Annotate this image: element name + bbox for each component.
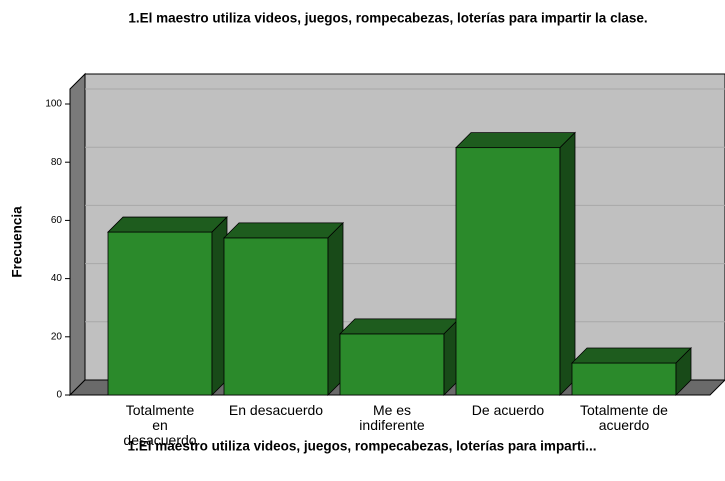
side-wall [69,72,86,397]
bar-top [223,222,344,239]
y-tick-label: 60 [51,215,63,226]
y-tick-label: 0 [56,390,62,401]
bar-top [339,318,460,335]
x-tick-label: De acuerdo [471,402,545,418]
chart-title: 1.El maestro utiliza videos, juegos, rom… [128,11,647,26]
bar-front [571,362,677,396]
bar-front [223,237,329,396]
bar-top [571,347,692,364]
bar-side [675,347,692,396]
bar-front [455,147,561,396]
bar-top [107,216,228,233]
bar-front [107,231,213,396]
y-axis-label: Frecuencia [10,206,25,278]
x-tick-label: Totalmente de acuerdo [580,402,668,433]
y-tick-label: 80 [51,157,63,168]
y-tick-label: 100 [45,99,62,110]
bar-front [339,333,445,396]
bar-side [559,131,576,396]
bar-top [455,132,576,149]
x-tick-label: En desacuerdo [228,402,324,418]
y-tick-label: 40 [51,273,63,284]
x-tick-label: Totalmente en desacuerdo [123,402,197,448]
x-axis-label: 1.El maestro utiliza videos, juegos, rom… [128,439,597,454]
y-tick-label: 20 [51,331,63,342]
x-tick-label: Me es indiferente [359,402,425,433]
